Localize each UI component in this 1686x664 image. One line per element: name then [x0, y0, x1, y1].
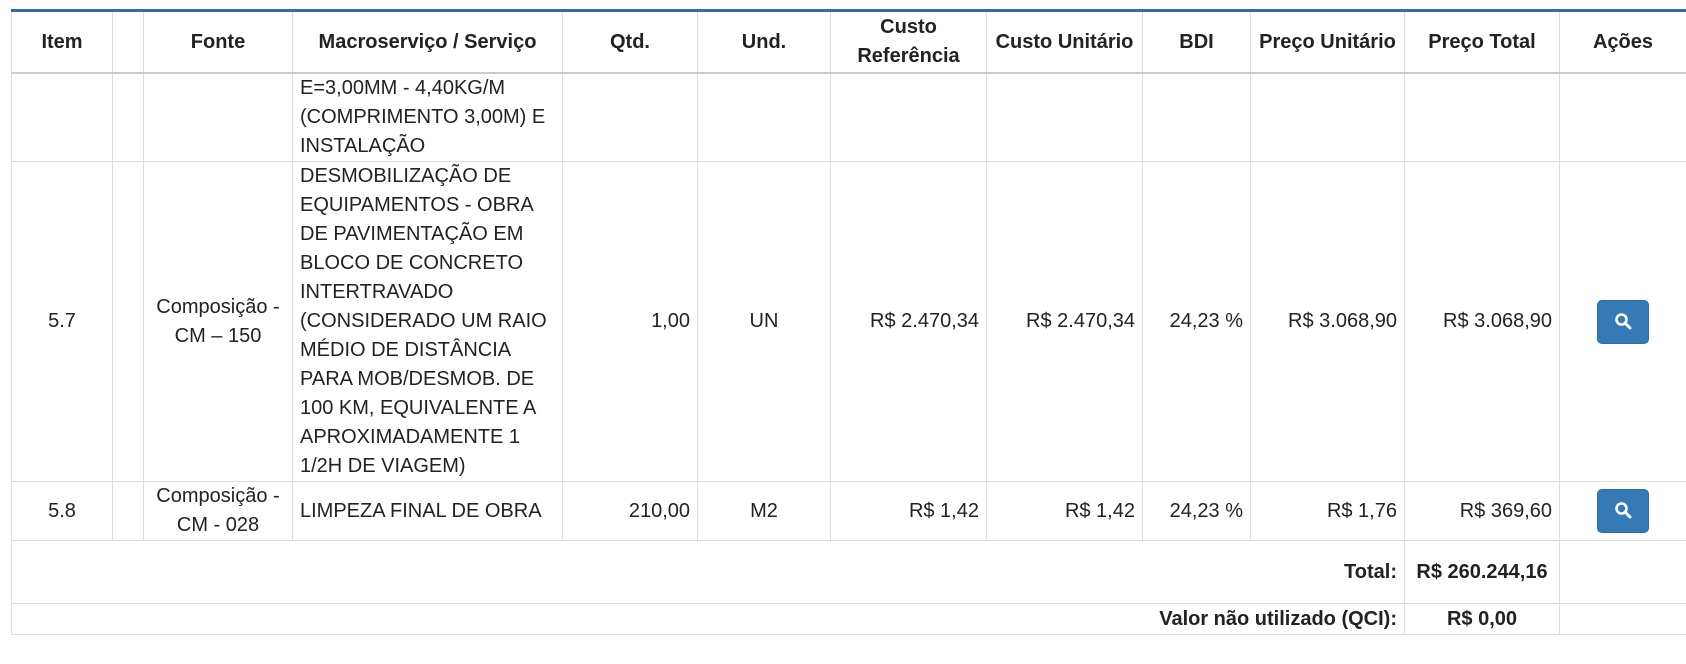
cell: M2: [697, 481, 831, 541]
cell: [986, 72, 1143, 162]
cell: 5.7: [11, 161, 113, 482]
cell: R$ 2.470,34: [986, 161, 1143, 482]
column-header: Preço Unitário: [1250, 10, 1405, 74]
column-header: Custo Referência: [830, 10, 987, 74]
cell: [1250, 72, 1405, 162]
column-header: [112, 10, 144, 74]
cell: R$ 3.068,90: [1250, 161, 1405, 482]
cell: [1559, 540, 1686, 604]
column-header: BDI: [1142, 10, 1251, 74]
page: {"table": { "columns": ["Item", null, "F…: [0, 9, 1686, 664]
cell: [1559, 603, 1686, 635]
search-icon: [1615, 502, 1632, 519]
cell: [1559, 161, 1686, 482]
column-header: Preço Total: [1404, 10, 1560, 74]
cell: 5.8: [11, 481, 113, 541]
table-row: 5.8 Composição - CM - 028 LIMPEZA FINAL DE…: [11, 481, 1686, 541]
view-button[interactable]: [1597, 489, 1649, 533]
footer-label: Valor não utilizado (QCI):: [11, 603, 1405, 635]
search-icon: [1615, 312, 1632, 329]
cell: [697, 72, 831, 162]
cell: [562, 72, 698, 162]
table-row: 5.7 Composição - CM – 150 DESMOBILIZAÇÃO D…: [11, 161, 1686, 482]
budget-table: Item Fonte Macroserviço / Serviço Qtd. Und. C…: [11, 9, 1686, 635]
cell: R$ 1,42: [830, 481, 987, 541]
cell: [1142, 72, 1251, 162]
cell: UN: [697, 161, 831, 482]
column-header: Macroserviço / Serviço: [292, 10, 563, 74]
cell: DESMOBILIZAÇÃO DE EQUIPAMENTOS - OBRA DE…: [292, 161, 563, 482]
column-header: Ações: [1559, 10, 1686, 74]
cell: 24,23 %: [1142, 481, 1251, 541]
cell: [11, 72, 113, 162]
cell: [1404, 72, 1560, 162]
header-row: Item Fonte Macroserviço / Serviço Qtd. Und. C…: [11, 10, 1686, 74]
column-header: Fonte: [143, 10, 293, 74]
footer-value: R$ 0,00: [1404, 603, 1560, 635]
column-header: Qtd.: [562, 10, 698, 74]
column-header: Custo Unitário: [986, 10, 1143, 74]
view-button[interactable]: [1597, 299, 1649, 344]
cell: [112, 161, 144, 482]
cell: Composição - CM - 028: [143, 481, 293, 541]
cell: [112, 481, 144, 541]
cell: 210,00: [562, 481, 698, 541]
cell: [830, 72, 987, 162]
cell: [1559, 481, 1686, 541]
table-row: E=3,00MM - 4,40KG/M (COMPRIMENTO 3,00M) …: [11, 72, 1686, 162]
cell: 1,00: [562, 161, 698, 482]
cell: 24,23 %: [1142, 161, 1251, 482]
cell: [112, 72, 144, 162]
cell: Composição - CM – 150: [143, 161, 293, 482]
cell: R$ 1,76: [1250, 481, 1405, 541]
cell: [143, 72, 293, 162]
cell: R$ 3.068,90: [1404, 161, 1560, 482]
footer-value: R$ 260.244,16: [1404, 540, 1560, 604]
footer-row: Total: R$ 260.244,16: [11, 540, 1686, 604]
cell: R$ 2.470,34: [830, 161, 987, 482]
cell: R$ 369,60: [1404, 481, 1560, 541]
cell: E=3,00MM - 4,40KG/M (COMPRIMENTO 3,00M) …: [292, 72, 563, 162]
column-header: Item: [11, 10, 113, 74]
column-header: Und.: [697, 10, 831, 74]
cell: R$ 1,42: [986, 481, 1143, 541]
footer-row: Valor não utilizado (QCI): R$ 0,00: [11, 603, 1686, 635]
cell: [1559, 72, 1686, 162]
footer-label: Total:: [11, 540, 1405, 604]
cell: LIMPEZA FINAL DE OBRA: [292, 481, 563, 541]
